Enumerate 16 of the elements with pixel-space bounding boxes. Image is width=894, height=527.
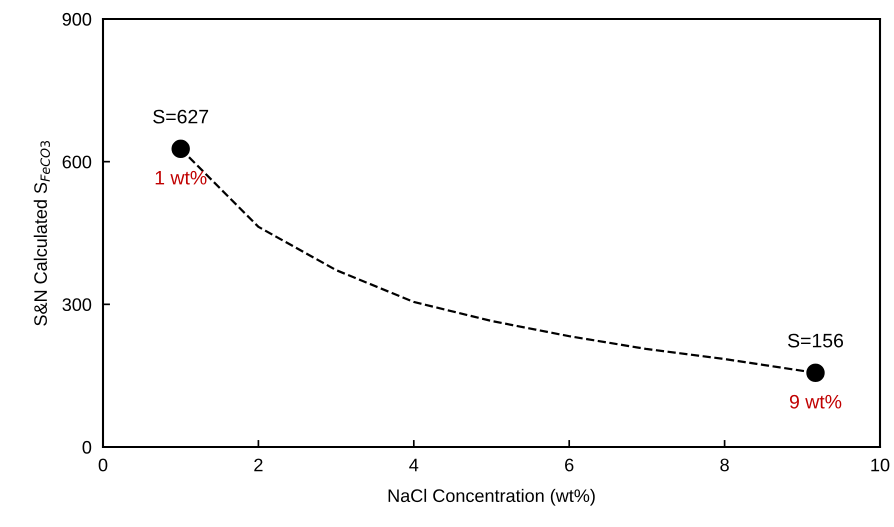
x-tick-label: 10	[871, 458, 890, 472]
annotation: S=627	[153, 110, 208, 124]
y-axis-title: S&N Calculated S$_{FeCO3}$	[34, 140, 50, 326]
y-tick-label: 600	[62, 156, 92, 168]
annotation: 1 wt%	[156, 170, 206, 185]
y-tick-label: 300	[62, 298, 92, 312]
x-tick-label: 4	[409, 458, 418, 472]
x-axis-title: NaCl Concentration (wt%)	[388, 488, 595, 506]
annotation: S=156	[788, 334, 844, 348]
y-tick-label: 900	[62, 12, 92, 26]
x-tick-label: 8	[720, 458, 729, 472]
x-tick-label: 0	[98, 458, 108, 472]
annotation: 9 wt%	[790, 394, 842, 409]
x-tick-label: 2	[254, 458, 263, 472]
x-tick-label: 6	[565, 458, 574, 472]
y-tick-label: 0	[82, 440, 92, 454]
